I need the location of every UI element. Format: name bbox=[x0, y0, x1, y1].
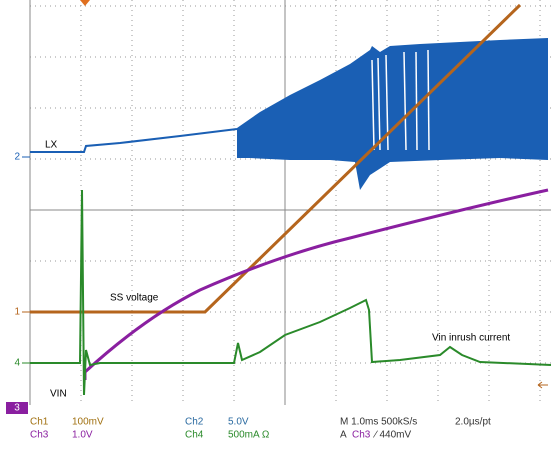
ss-trace bbox=[30, 3, 522, 314]
trigger-position bbox=[80, 0, 90, 6]
ch3-scale: 1.0V bbox=[72, 430, 93, 441]
timebase: M 1.0ms 500kS/s bbox=[340, 417, 417, 428]
ss-label: SS voltage bbox=[110, 293, 159, 304]
inrush-trace bbox=[30, 189, 551, 396]
ch4-scale: 500mA Ω bbox=[228, 430, 270, 441]
lx-trace bbox=[30, 128, 238, 153]
lx-label: LX bbox=[45, 140, 58, 151]
trigger-level-arrow bbox=[537, 381, 548, 389]
vin-trace bbox=[83, 188, 549, 380]
lx-switching bbox=[237, 38, 548, 190]
trigger-level: ∕ 440mV bbox=[372, 430, 411, 441]
ch4-marker: 4 bbox=[14, 358, 20, 369]
ch1-name: Ch1 bbox=[30, 417, 49, 428]
ch2-scale: 5.0V bbox=[228, 417, 249, 428]
ch1-marker: 1 bbox=[14, 307, 20, 318]
inrush-label: Vin inrush current bbox=[432, 333, 510, 344]
ch1-scale: 100mV bbox=[72, 417, 104, 428]
ch2-marker: 2 bbox=[14, 152, 20, 163]
ch2-name: Ch2 bbox=[185, 417, 204, 428]
trigger-channel: Ch3 bbox=[352, 430, 371, 441]
resolution: 2.0µs/pt bbox=[455, 417, 491, 428]
ch3-marker: 3 bbox=[14, 403, 20, 414]
ch3-marker-box bbox=[6, 402, 28, 414]
ch4-name: Ch4 bbox=[185, 430, 204, 441]
vin-label: VIN bbox=[50, 389, 67, 400]
footer: Ch1 100mV Ch3 1.0V Ch2 5.0V Ch4 500mA Ω … bbox=[30, 417, 491, 441]
trigger-a: A bbox=[340, 430, 347, 441]
ch3-name: Ch3 bbox=[30, 430, 49, 441]
